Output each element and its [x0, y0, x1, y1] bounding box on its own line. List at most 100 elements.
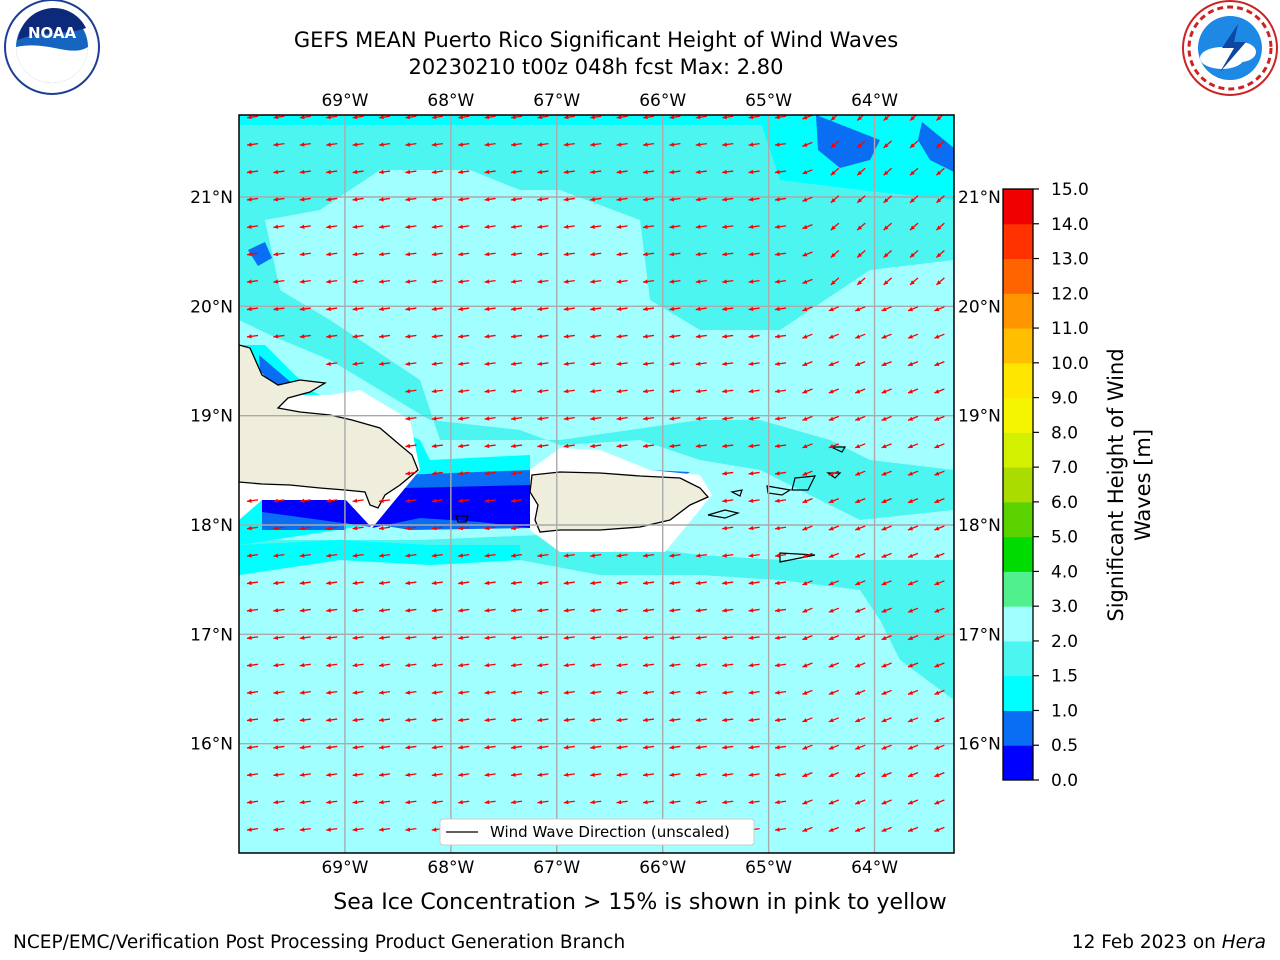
lon-tick-label-top: 65°W: [745, 91, 792, 111]
wind-arrowhead: [934, 718, 940, 723]
wind-arrowhead: [458, 525, 463, 531]
wind-arrowhead: [405, 279, 411, 284]
wind-arrowhead: [802, 635, 808, 640]
wind-arrowhead: [881, 334, 887, 339]
wind-arrowhead: [881, 663, 887, 668]
wind-arrowhead: [511, 251, 516, 257]
wind-arrowhead: [857, 198, 863, 203]
colorbar-segment: [1003, 501, 1033, 538]
wind-arrowhead: [748, 334, 754, 339]
wind-arrowhead: [695, 799, 701, 805]
wind-arrowhead: [669, 197, 675, 202]
wind-arrowhead: [590, 279, 595, 284]
wind-arrowhead: [431, 717, 437, 723]
wind-arrowhead: [616, 443, 622, 449]
wind-arrowhead: [669, 772, 675, 777]
wind-arrowhead: [484, 662, 490, 668]
wind-arrowhead: [830, 198, 836, 203]
wind-arrowhead: [669, 608, 675, 613]
wind-arrowhead: [563, 306, 569, 312]
wind-arrowhead: [563, 443, 569, 449]
wind-arrowhead: [326, 306, 331, 312]
wind-arrowhead: [855, 800, 861, 805]
colorbar-tick-label: 2.0: [1051, 632, 1078, 652]
wind-arrowhead: [484, 745, 490, 750]
wind-arrowhead: [379, 580, 384, 586]
wind-arrowhead: [775, 197, 780, 202]
wind-arrowhead: [511, 443, 516, 449]
wind-arrowhead: [458, 745, 463, 750]
wind-arrowhead: [881, 800, 887, 805]
wind-arrowhead: [352, 580, 358, 586]
wind-arrowhead: [484, 169, 490, 175]
wind-arrowhead: [855, 471, 861, 476]
wind-arrowhead: [511, 799, 516, 805]
wind-arrowhead: [830, 170, 836, 176]
wind-arrowhead: [643, 580, 648, 586]
wind-arrowhead: [908, 526, 913, 531]
wind-arrowhead: [563, 279, 569, 284]
credit-machine: Hera: [1221, 932, 1266, 953]
wind-arrowhead: [379, 717, 384, 723]
wind-arrowhead: [458, 251, 463, 257]
wind-arrowhead: [748, 251, 754, 257]
wind-arrowhead: [352, 553, 358, 558]
wind-arrowhead: [247, 525, 252, 531]
wind-arrowhead: [669, 717, 675, 723]
wind-arrowhead: [431, 224, 437, 229]
wind-arrowhead: [352, 251, 358, 257]
colorbar-tick-label: 0.0: [1051, 771, 1078, 791]
wind-arrowhead: [936, 252, 942, 258]
wind-arrowhead: [299, 169, 305, 175]
lat-tick-label-right: 21°N: [958, 188, 1001, 208]
wind-arrowhead: [828, 800, 834, 805]
wind-arrowhead: [748, 553, 754, 558]
wind-arrowhead: [643, 388, 648, 394]
field-band-1.5-2m: [239, 115, 954, 330]
wind-arrowhead: [299, 799, 305, 805]
wind-arrowhead: [590, 142, 595, 147]
wind-arrowhead: [855, 635, 861, 640]
colorbar-tick-label: 7.0: [1051, 458, 1078, 478]
wind-arrowhead: [405, 471, 411, 476]
wind-arrowhead: [748, 635, 754, 640]
wind-arrowhead: [537, 799, 543, 805]
wind-arrowhead: [458, 388, 463, 394]
wind-arrowhead: [695, 580, 701, 586]
colorbar-tick-label: 3.0: [1051, 597, 1078, 617]
wind-arrowhead: [748, 224, 754, 229]
wind-arrowhead: [748, 745, 754, 750]
wind-arrowhead: [883, 170, 889, 176]
wind-arrowhead: [299, 498, 305, 503]
wind-arrowhead: [379, 251, 384, 257]
wind-arrowhead: [669, 115, 675, 120]
wind-arrowhead: [299, 717, 305, 723]
credit-right: 12 Feb 2023 on Hera: [1072, 932, 1266, 953]
wind-arrowhead: [722, 635, 727, 640]
wind-arrowhead: [881, 745, 887, 750]
lat-tick-label-right: 19°N: [958, 407, 1001, 427]
lat-tick-label-right: 20°N: [958, 297, 1001, 317]
wind-arrowhead: [775, 662, 780, 668]
wind-arrowhead: [511, 498, 516, 503]
wind-arrowhead: [722, 662, 727, 668]
wind-arrowhead: [881, 772, 887, 777]
wind-arrowhead: [352, 745, 358, 750]
wind-arrowhead: [669, 251, 675, 257]
wind-arrowhead: [273, 662, 279, 668]
wind-arrowhead: [775, 361, 780, 366]
wind-arrowhead: [379, 799, 384, 805]
wind-arrowhead: [775, 388, 780, 394]
wind-arrowhead: [722, 142, 727, 147]
wind-arrowhead: [247, 635, 252, 640]
lon-tick-label-top: 67°W: [533, 91, 580, 111]
wind-arrowhead: [247, 690, 252, 695]
colorbar-tick-label: 0.5: [1051, 736, 1078, 756]
wind-arrowhead: [908, 471, 913, 476]
wind-arrowhead: [537, 306, 543, 312]
wind-arrowhead: [722, 306, 727, 312]
lon-tick-label-top: 69°W: [321, 91, 368, 111]
wind-arrowhead: [802, 361, 808, 366]
wind-arrowhead: [537, 745, 543, 750]
